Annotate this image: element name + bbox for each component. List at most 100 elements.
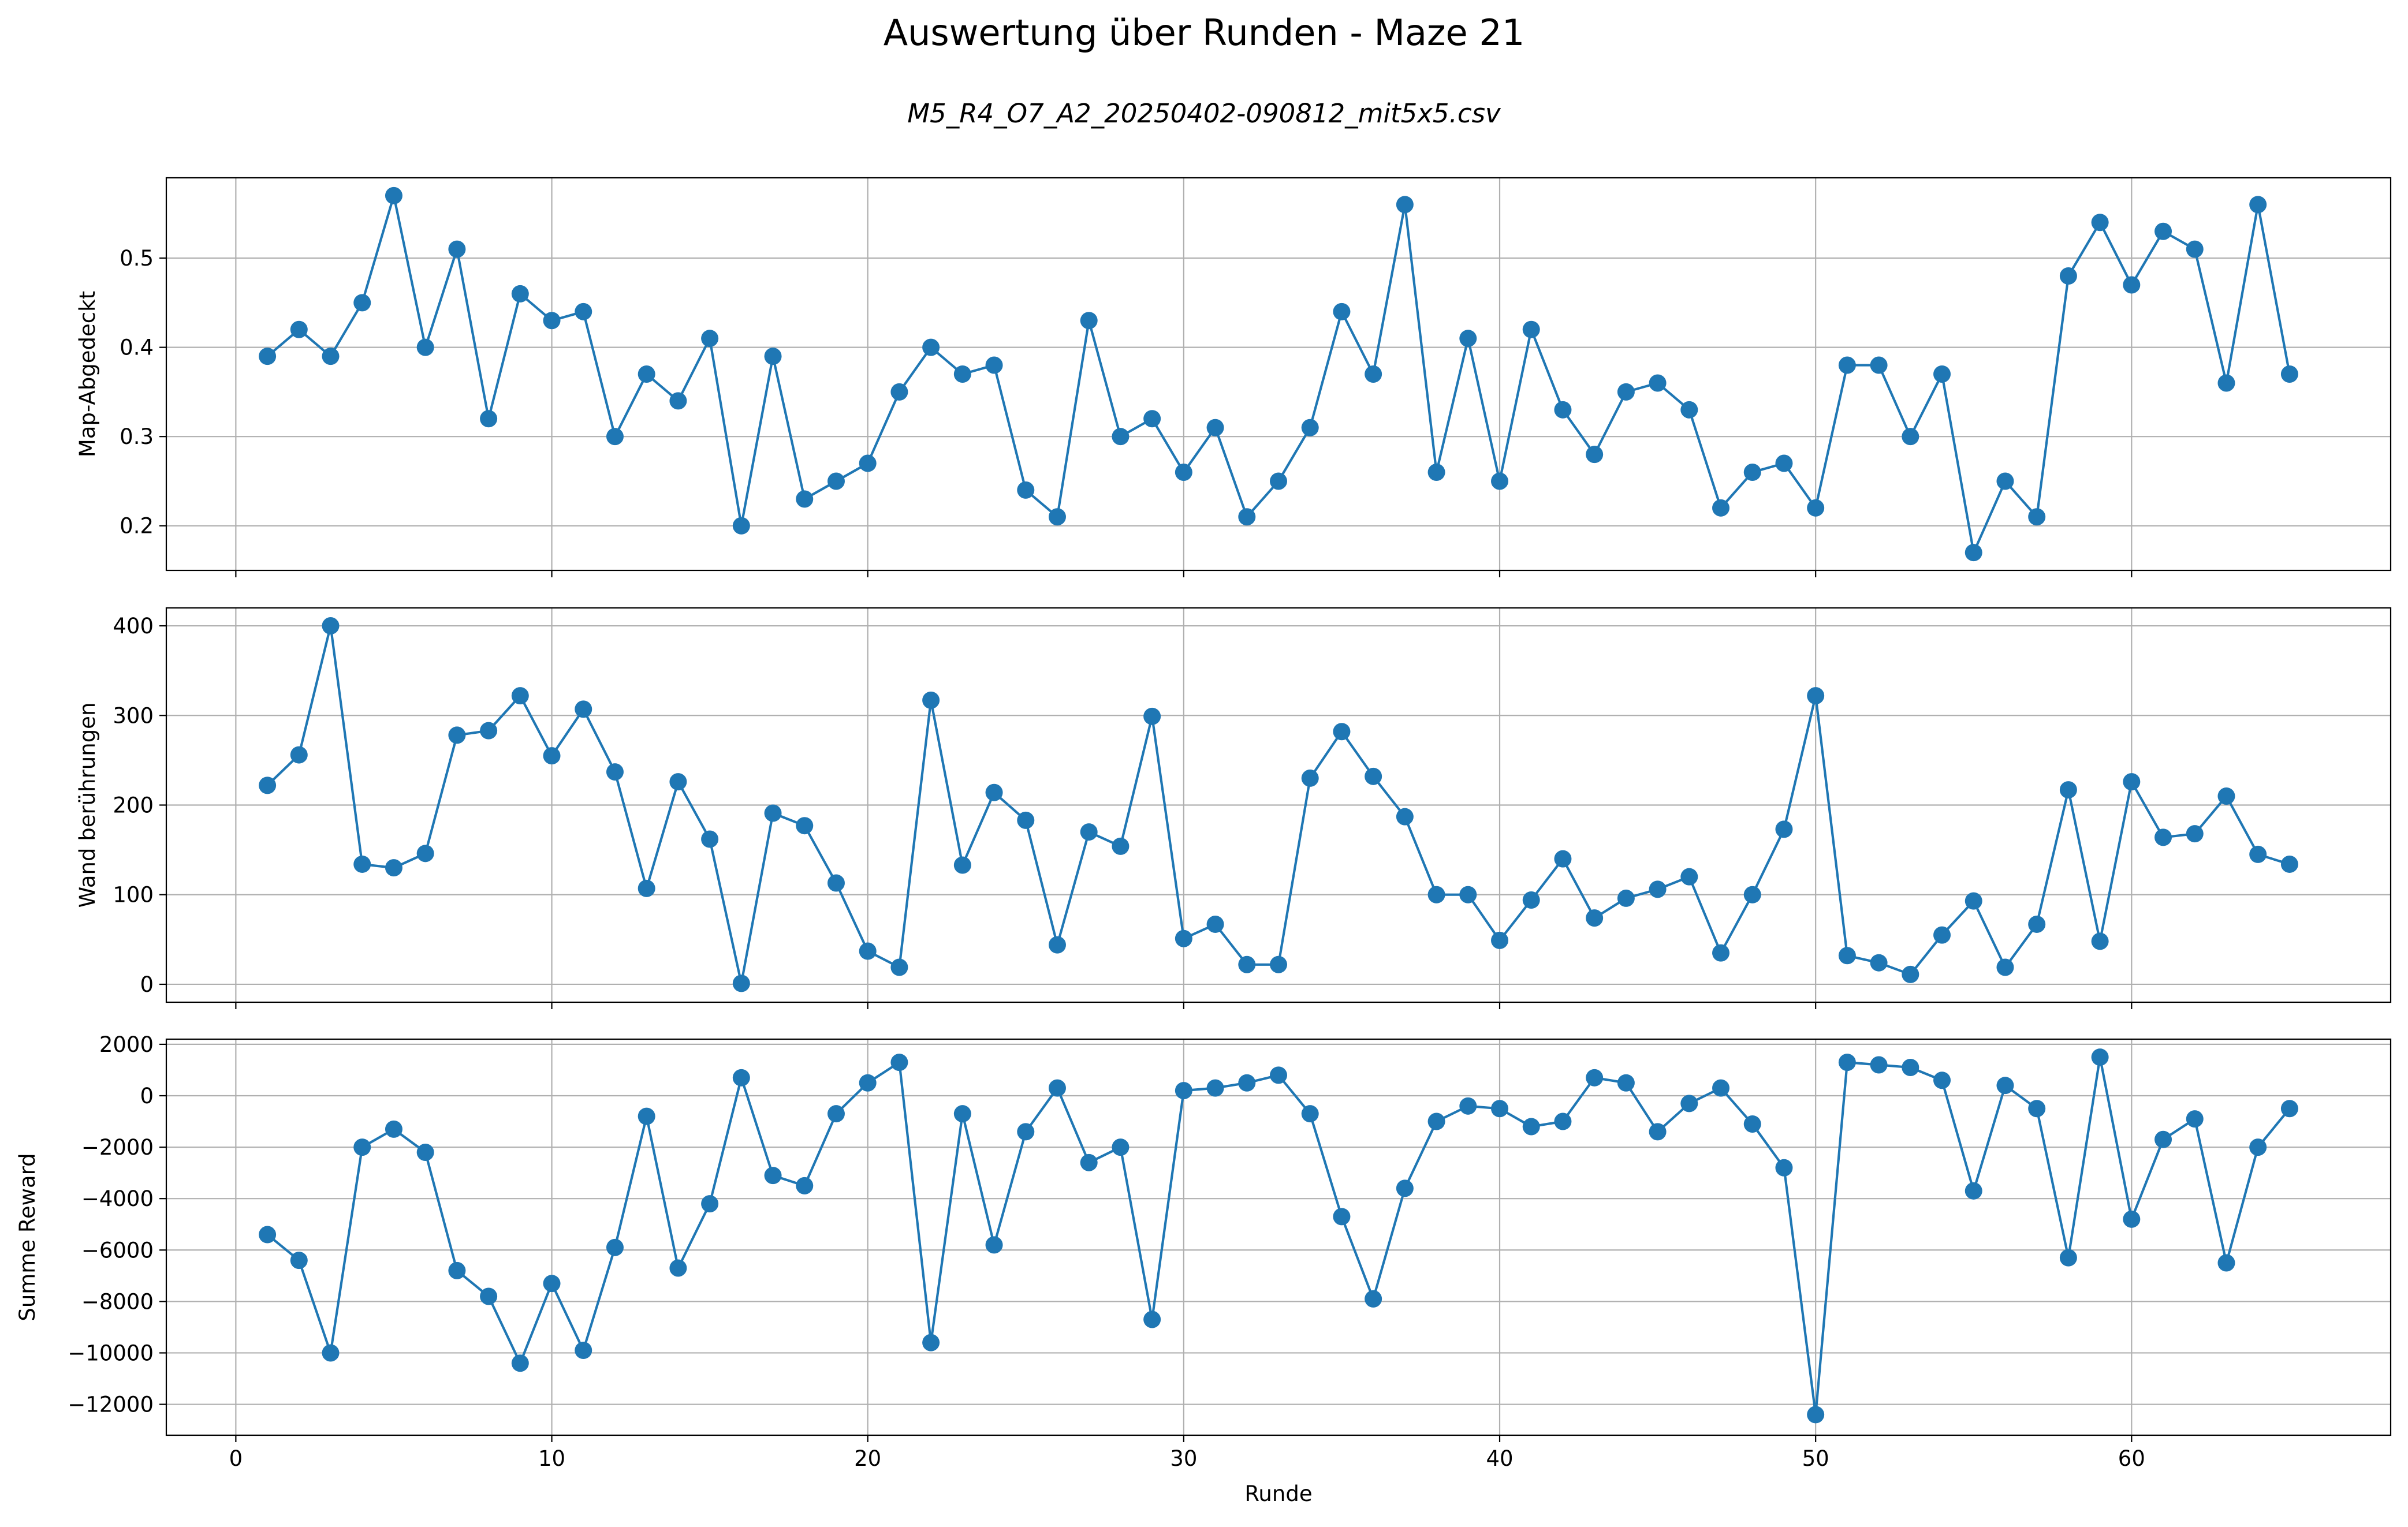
data-point [1333, 723, 1351, 741]
data-point [669, 392, 687, 410]
data-point [259, 776, 277, 794]
data-point [2028, 508, 2046, 526]
data-point [1396, 808, 1414, 826]
y-axis-label: Map-Abgedeckt [75, 291, 100, 457]
data-point [606, 763, 624, 781]
data-point [1175, 464, 1192, 481]
data-point [385, 186, 402, 204]
y-tick-label: 300 [113, 703, 154, 728]
data-point [1933, 926, 1951, 944]
figure-subtitle: M5_R4_O7_A2_20250402-090812_mit5x5.csv [907, 98, 1501, 129]
data-point [701, 330, 719, 348]
data-point [890, 1054, 908, 1071]
data-point [1617, 1074, 1635, 1092]
data-point [1459, 1097, 1477, 1115]
data-point [1933, 1071, 1951, 1089]
data-point [985, 783, 1003, 801]
y-tick-label: 0.5 [120, 246, 154, 271]
data-point [1838, 356, 1856, 374]
data-point [1680, 401, 1698, 419]
summe-reward-panel: 0 10 20 30 40 50 60 −12000 −10000 −8000 −6000 −4000… [15, 1032, 2392, 1506]
data-point [985, 356, 1003, 374]
data-point [1933, 365, 1951, 383]
data-point [1048, 1079, 1066, 1097]
data-point [638, 365, 655, 383]
data-point [2028, 1100, 2046, 1118]
data-point [2186, 1110, 2204, 1128]
data-point [290, 320, 308, 338]
data-point [1996, 472, 2014, 490]
data-point [701, 1195, 719, 1213]
data-point [922, 1334, 940, 1351]
y-tick-label: −4000 [81, 1186, 154, 1211]
data-point [2280, 365, 2298, 383]
data-point [480, 1287, 498, 1305]
data-point [1807, 1406, 1825, 1424]
data-point [416, 338, 434, 356]
data-point [1459, 330, 1477, 348]
figure-title: Auswertung über Runden - Maze 21 [884, 12, 1525, 54]
data-point [606, 1238, 624, 1256]
data-point [575, 303, 592, 320]
data-point [543, 747, 561, 765]
data-point [1649, 374, 1667, 392]
data-point [796, 1177, 814, 1194]
data-point [2249, 845, 2267, 863]
y-tick-label: −8000 [81, 1289, 154, 1314]
data-point [1554, 1112, 1572, 1130]
data-point [1680, 1095, 1698, 1112]
data-point [1206, 915, 1224, 933]
data-point [322, 617, 340, 635]
data-point [2249, 1138, 2267, 1156]
data-point [1965, 1182, 1982, 1200]
x-tick-label: 40 [1486, 1446, 1513, 1471]
y-tick-label: −6000 [81, 1238, 154, 1263]
data-point [543, 1275, 561, 1293]
data-point [2091, 932, 2109, 950]
data-point [732, 517, 750, 535]
data-point [859, 1074, 877, 1092]
data-point [922, 691, 940, 709]
data-point [606, 428, 624, 446]
data-point [2091, 1048, 2109, 1066]
data-point [2028, 915, 2046, 933]
data-point [1048, 508, 1066, 526]
data-point [1427, 464, 1445, 481]
data-point [827, 874, 845, 892]
data-point [890, 958, 908, 976]
data-point [2059, 267, 2077, 285]
wand-beruehrungen-panel: 0 100 200 300 400 Wand berührungen [75, 607, 2392, 1009]
data-point [1238, 955, 1256, 973]
data-point [2154, 222, 2172, 240]
data-point [1965, 892, 1982, 910]
data-point [2186, 825, 2204, 843]
data-point [1586, 909, 1604, 927]
data-point [1080, 823, 1098, 841]
y-axis-label: Wand berührungen [75, 703, 100, 908]
x-tick-label: 20 [854, 1446, 881, 1471]
data-point [2217, 374, 2235, 392]
data-point [290, 1252, 308, 1270]
data-point [353, 1138, 371, 1156]
data-point [732, 975, 750, 992]
data-point [1491, 1100, 1509, 1118]
data-point [1270, 472, 1287, 490]
data-point [1238, 508, 1256, 526]
data-point [1491, 931, 1509, 949]
data-point [1554, 850, 1572, 868]
x-tick-label: 10 [538, 1446, 565, 1471]
data-point [1996, 958, 2014, 976]
y-tick-label: 200 [113, 793, 154, 818]
data-point [638, 879, 655, 897]
y-axis-label: Summe Reward [15, 1153, 40, 1321]
data-point [1554, 401, 1572, 419]
data-point [1238, 1074, 1256, 1092]
data-point [669, 1259, 687, 1277]
data-point [1902, 428, 1919, 446]
data-point [1649, 880, 1667, 898]
x-tick-label: 50 [1802, 1446, 1829, 1471]
data-point [827, 1105, 845, 1123]
data-point [2059, 781, 2077, 799]
data-point [416, 845, 434, 863]
